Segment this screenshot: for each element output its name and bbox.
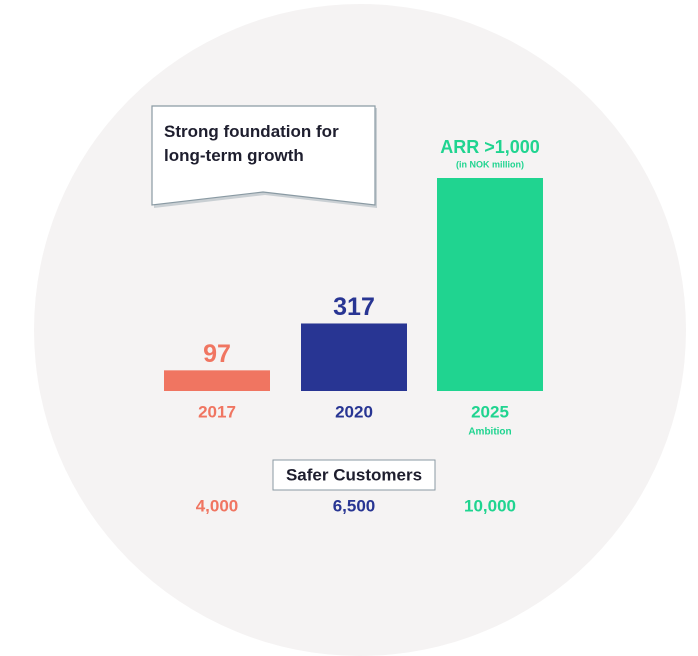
title-banner <box>151 105 376 206</box>
category-label: 2017 <box>198 402 236 421</box>
customers-value: 4,000 <box>196 496 239 515</box>
value-label: 97 <box>203 340 231 368</box>
value-note: (in NOK million) <box>456 159 524 169</box>
bar <box>301 323 407 391</box>
customers-value: 10,000 <box>464 496 516 515</box>
bar <box>164 370 270 391</box>
category-label: 2025 <box>471 402 509 421</box>
category-label: 2020 <box>335 402 373 421</box>
customers-value: 6,500 <box>333 496 376 515</box>
category-note: Ambition <box>468 427 511 438</box>
value-label: 317 <box>333 293 375 321</box>
chart-title: Strong foundation for long-term growth <box>164 122 339 165</box>
customers-label: Safer Customers <box>286 465 422 484</box>
customers-box <box>272 459 436 491</box>
bar <box>437 178 543 391</box>
value-label: ARR >1,000 <box>440 137 540 157</box>
